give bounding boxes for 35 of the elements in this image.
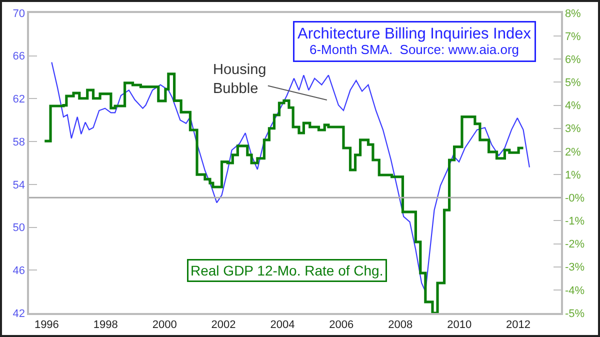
y2-tick-label: 4% [564,100,582,112]
x-tick-label: 2002 [211,318,236,331]
y2-tick-label: 5% [564,77,582,90]
y2-tick-label: 7% [564,30,582,43]
y-tick-label: 54 [12,179,26,192]
y2-tick-label: 3% [564,123,582,136]
y2-tick-label: -1% [564,216,585,228]
y-tick-label: 46 [12,264,26,277]
y2-tick-label: 6% [564,54,582,66]
text: Real GDP 12-Mo. Rate of Chg. [190,262,384,278]
y2-tick-label: -0% [564,192,585,204]
y-tick-label: 50 [12,222,26,234]
y-tick-label: 70 [12,8,26,20]
y2-tick-label: -4% [564,284,585,297]
y2-tick-label: -5% [564,308,585,320]
y2-tick-label: -2% [564,238,585,251]
y-tick-label: 58 [12,136,26,148]
x-tick-label: 2012 [506,318,530,331]
y2-tick-label: -3% [564,262,585,274]
x-tick-label: 2010 [447,318,472,331]
y2-tick-label: 1% [564,169,582,182]
x-tick-label: 2008 [388,318,413,331]
text: 6-Month SMA. Source: www.aia.org [309,42,520,58]
y-tick-label: 42 [12,308,26,320]
y2-tick-label: 8% [564,8,582,20]
annotation: Housing Bubble [213,62,266,97]
y-tick-label: 66 [12,50,26,63]
x-tick-label: 1998 [93,318,118,331]
text: Architecture Billing Inquiries Index [298,26,532,42]
x-tick-label: 2004 [270,318,295,331]
y2-tick-label: 2% [564,146,582,158]
x-tick-label: 1996 [34,318,59,331]
y-tick-label: 62 [12,94,26,106]
x-tick-label: 2006 [329,318,354,331]
x-tick-label: 2000 [152,318,177,331]
